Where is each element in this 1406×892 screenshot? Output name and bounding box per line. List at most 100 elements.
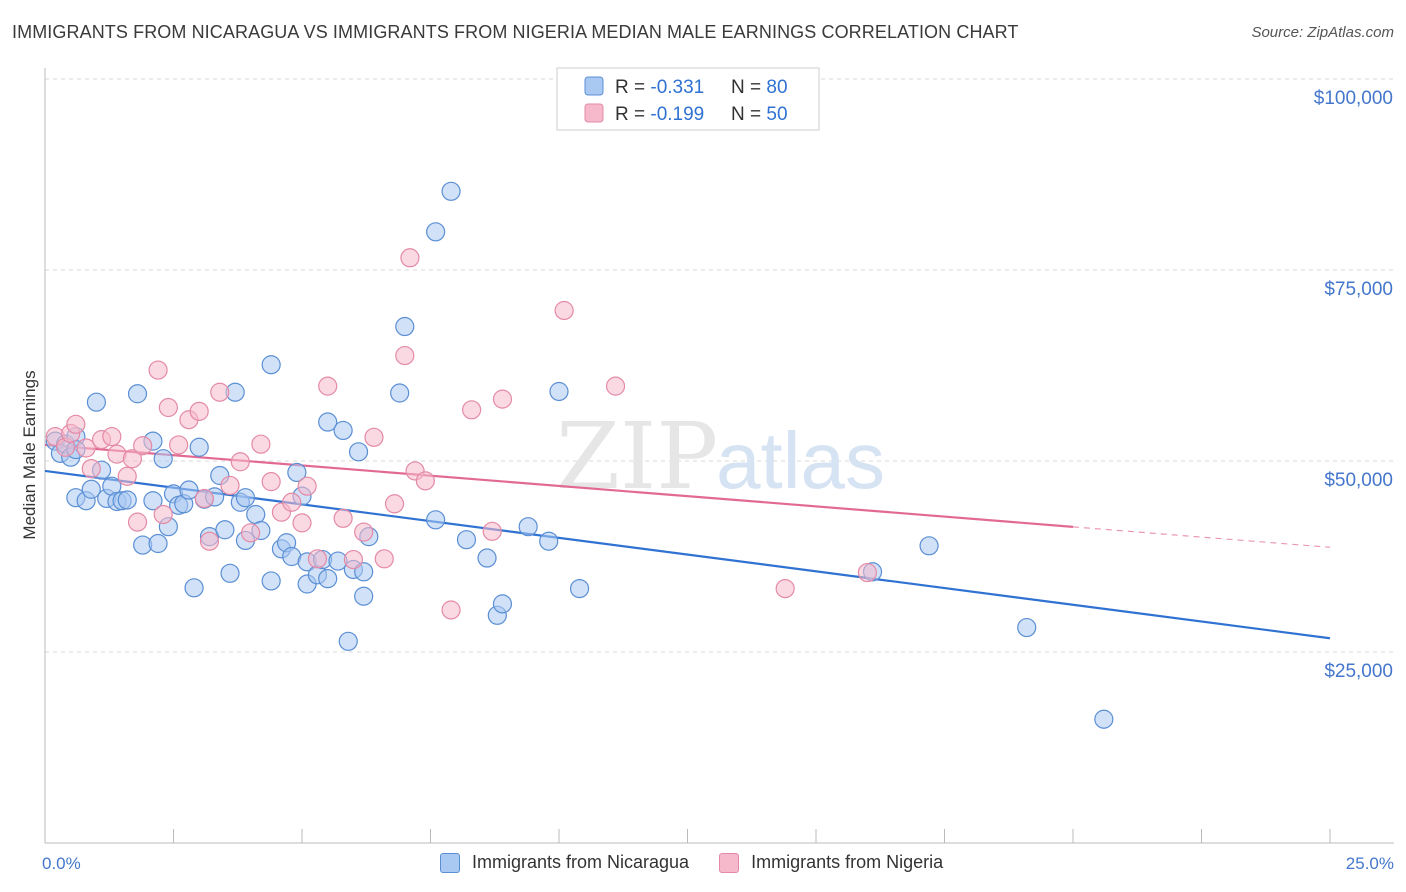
svg-text:R = -0.199: R = -0.199 [615,104,704,125]
svg-text:N = 50: N = 50 [731,104,788,125]
data-point-nigeria-48 [605,376,626,396]
data-point-nigeria-38 [384,494,405,514]
data-point-nicaragua-26 [179,480,199,500]
legend-label: Immigrants from Nigeria [751,852,944,872]
data-point-nigeria-46 [492,389,513,409]
trend-lines [44,443,1331,640]
data-point-nicaragua-42 [261,355,281,375]
data-point-nigeria-25 [251,434,271,454]
data-point-nigeria-16 [169,435,189,455]
data-point-nicaragua-72 [539,531,559,551]
data-point-nicaragua-71 [518,517,538,537]
data-point-nicaragua-62 [390,383,410,403]
x-tick-label-max: 25.0% [1346,854,1394,873]
data-point-nigeria-21 [210,382,230,402]
data-point-nigeria-42 [415,471,435,491]
legend-item-nicaragua[interactable]: Immigrants from Nicaragua [440,852,689,873]
trend-line-0 [44,469,1331,640]
data-point-nigeria-5 [81,459,101,479]
data-point-nicaragua-16 [127,384,148,404]
data-point-nicaragua-21 [153,449,173,469]
watermark-zip: ZIP [556,403,718,510]
data-point-nigeria-22 [220,475,240,496]
data-point-nicaragua-27 [184,578,204,598]
data-point-nicaragua-34 [220,563,240,583]
chart-title: IMMIGRANTS FROM NICARAGUA VS IMMIGRANTS … [12,22,1019,42]
legend-swatch-nicaragua [584,76,604,96]
data-point-nigeria-11 [127,512,148,532]
y-axis-label: Median Male Earnings [20,370,39,539]
legend-r-label-1: R = [615,77,650,98]
data-point-nicaragua-70 [492,594,513,614]
legend-n-label-2: N = [731,104,766,125]
legend-r-value-2: -0.199 [650,104,704,125]
data-point-nigeria-7 [102,426,122,447]
axes [44,68,1394,844]
data-point-nicaragua-55 [333,420,353,441]
watermark-atlas: atlas [716,416,885,505]
data-point-nigeria-33 [333,508,353,528]
data-point-nicaragua-8 [81,479,101,499]
y-tick-label-3: $100,000 [1314,88,1393,109]
watermark: ZIP atlas [556,403,885,510]
data-point-nicaragua-20 [148,533,168,554]
data-point-nigeria-3 [66,414,86,434]
data-point-nicaragua-60 [354,586,374,606]
legend-swatch-nigeria [584,103,604,123]
legend-n-value-1: 80 [766,77,787,98]
y-tick-label-2: $75,000 [1324,279,1393,300]
data-point-nicaragua-78 [1094,709,1114,729]
data-point-nigeria-31 [307,549,328,569]
legend-n-value-2: 50 [766,104,787,125]
data-point-nicaragua-73 [549,381,569,402]
data-point-nicaragua-41 [261,571,281,591]
legend-n-label-1: N = [731,77,766,98]
legend-r-value-1: -0.331 [650,77,704,98]
data-point-nigeria-32 [318,376,338,396]
data-point-nicaragua-58 [348,442,369,462]
data-point-nicaragua-18 [143,491,163,511]
legend-top: R = -0.331 N = 80 R = -0.199 N = 50 [556,67,820,131]
data-point-nicaragua-28 [189,437,209,457]
data-point-nicaragua-76 [919,536,939,556]
data-point-nigeria-23 [230,452,250,472]
data-point-nigeria-26 [261,472,281,492]
data-point-nigeria-18 [189,401,209,421]
data-point-nigeria-12 [133,436,153,456]
data-point-nicaragua-74 [569,578,590,599]
data-point-nigeria-49 [775,578,795,599]
x-tick-label-min: 0.0% [42,854,81,873]
data-point-nicaragua-56 [338,631,358,651]
legend-label: Immigrants from Nicaragua [472,852,690,872]
data-point-nigeria-10 [122,449,142,469]
data-point-nigeria-15 [158,397,178,418]
data-point-nigeria-37 [374,549,394,569]
data-points [45,181,1114,729]
data-point-nigeria-9 [117,466,137,486]
svg-text:N = 80: N = 80 [731,77,788,98]
data-point-nigeria-44 [462,400,482,420]
data-point-nicaragua-52 [318,569,338,589]
data-point-nigeria-30 [297,476,317,496]
trend-line-extension-1 [1072,526,1331,548]
legend-item-nigeria[interactable]: Immigrants from Nigeria [719,852,943,873]
data-point-nicaragua-46 [287,462,307,483]
data-point-nicaragua-59 [354,562,374,582]
data-point-nicaragua-77 [1017,617,1037,638]
y-tick-labels: $25,000 $50,000 $75,000 $100,000 [1314,88,1393,682]
data-point-nicaragua-9 [86,392,107,412]
data-point-nigeria-43 [441,600,461,620]
data-point-nigeria-19 [194,488,214,509]
data-point-nicaragua-64 [426,222,446,242]
data-point-nicaragua-37 [235,488,256,508]
legend-r-label-2: R = [615,104,650,125]
data-point-nigeria-4 [76,438,96,458]
chart-source: Source: ZipAtlas.com [1251,24,1394,41]
data-point-nigeria-50 [857,562,878,583]
data-point-nicaragua-15 [117,490,137,510]
legend-bottom: Immigrants from Nicaragua Immigrants fro… [440,852,943,873]
data-point-nigeria-40 [400,248,420,268]
y-tick-label-1: $50,000 [1324,470,1393,491]
y-tick-label-0: $25,000 [1324,661,1393,682]
